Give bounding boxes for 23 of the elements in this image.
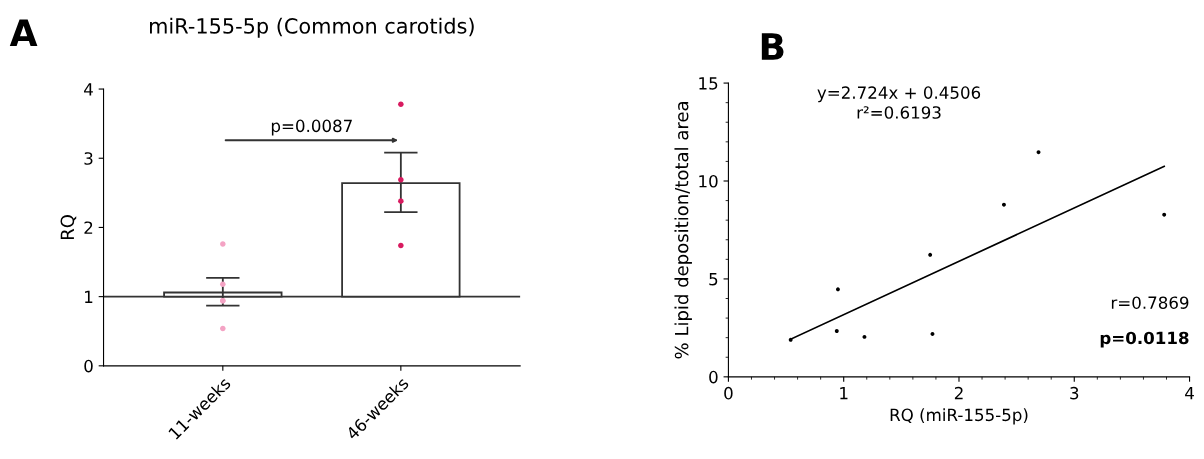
y-tick-label: 15 — [699, 77, 718, 90]
x-tick-label: 3 — [1070, 386, 1079, 400]
annotation: r=0.7869 — [1111, 296, 1189, 309]
x-tick-label: 4 — [1185, 387, 1194, 400]
annotation: p=0.0118 — [1100, 331, 1189, 348]
chart-title: miR-155-5p (Common carotids) — [150, 17, 474, 38]
y-axis-title: RQ — [60, 215, 77, 240]
annotation: y=2.724x + 0.4506 r²=0.6193 — [817, 86, 981, 119]
y-tick-label: 3 — [84, 152, 93, 165]
y-axis-title: % Lipid deposition/total area — [674, 102, 692, 359]
x-tick-label: 2 — [954, 386, 963, 400]
annotation: p=0.0087 — [271, 119, 352, 136]
x-tick-label: 0 — [724, 386, 733, 400]
y-tick-label: 5 — [709, 273, 718, 286]
y-tick-label: 2 — [84, 221, 93, 234]
y-tick-label: 1 — [85, 290, 93, 303]
y-tick-label: 0 — [84, 359, 93, 373]
text: A — [9, 19, 38, 46]
y-tick-label: 10 — [699, 174, 718, 188]
y-tick-label: 4 — [84, 83, 93, 96]
x-axis-title: RQ (miR-155-5p) — [890, 408, 1028, 425]
text: B — [761, 33, 784, 60]
x-tick-label: 1 — [840, 387, 848, 400]
